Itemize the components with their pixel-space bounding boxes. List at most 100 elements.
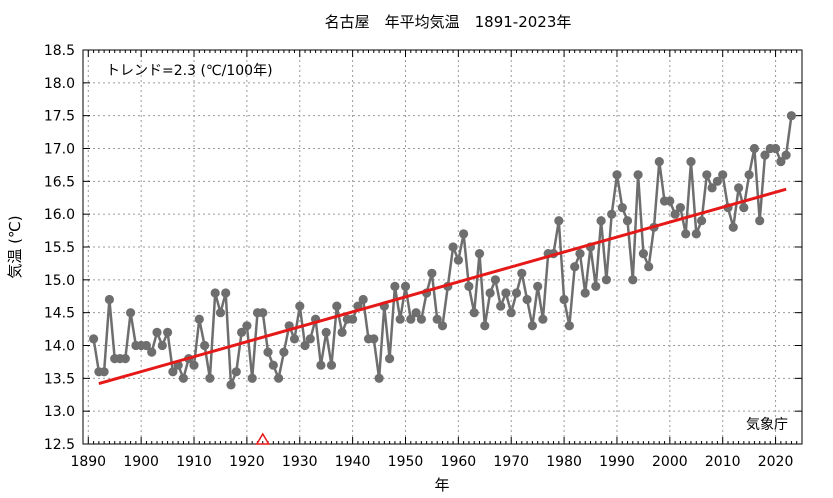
data-point [126,308,136,318]
y-tick-labels: 12.5 13.0 13.5 14.0 14.5 15.0 15.5 16.0 16.5 17.0… [44,43,75,453]
data-point [295,301,305,311]
data-point [215,308,226,318]
data-point [289,334,300,344]
data-point [437,321,448,331]
trend-label: トレンド=2.3 (℃/100年) [106,63,273,79]
data-point [776,157,786,167]
y-tick-label: 14.0 [44,339,75,355]
y-tick-label: 17.5 [44,109,75,125]
data-point [654,157,664,167]
axis-ticks [83,49,802,445]
data-point [104,294,114,305]
y-tick-label: 13.5 [44,371,75,387]
data-point [274,373,284,383]
data-point [749,143,760,154]
data-point [348,314,358,324]
data-point [622,216,633,226]
data-point [739,203,749,213]
data-point [469,308,479,318]
y-tick-label: 15.0 [44,273,75,289]
data-point [316,360,326,370]
data-point [157,340,167,351]
data-point [686,157,696,167]
data-point [279,347,289,357]
data-point [712,176,723,186]
data-point [210,288,220,298]
chart-title: 名古屋 年平均気温 1891-2023年 [325,13,572,31]
x-tick-label: 1910 [176,454,212,470]
data-point [501,288,511,298]
x-tick-label: 1920 [229,454,265,470]
x-tick-label: 1900 [123,454,159,470]
y-tick-label: 13.0 [44,404,75,420]
data-point [612,170,622,180]
data-point [99,367,109,377]
data-point [628,275,638,285]
data-point [665,196,675,206]
y-tick-label: 16.0 [44,207,75,223]
data-point [427,268,437,278]
data-point [89,334,99,344]
data-point [406,314,416,324]
data-point [258,308,268,318]
data-point [168,367,178,377]
data-point [268,360,278,370]
data-point [141,340,151,351]
data-point [786,111,797,121]
data-point [231,367,241,377]
data-point [358,294,368,305]
x-axis-label: 年 [434,476,449,494]
data-point [527,321,538,331]
data-point [120,354,130,364]
data-point [570,262,580,272]
data-point [200,340,210,351]
data-point [189,360,199,370]
data-point [596,216,606,226]
data-point [411,308,421,318]
data-point [755,216,765,226]
grid-lines [83,50,802,444]
data-point [702,170,712,180]
data-point [771,143,781,154]
data-point [147,347,157,357]
x-tick-label: 1950 [388,454,424,470]
data-point [337,327,347,337]
data-point [226,380,236,390]
data-point [559,294,569,305]
data-point [305,334,315,344]
data-point [644,262,654,272]
data-point [321,327,331,337]
y-tick-label: 18.5 [44,43,75,59]
data-point [538,314,548,324]
data-point [464,281,474,291]
data-point [681,229,691,239]
data-point [300,340,310,351]
y-tick-label: 15.5 [44,240,75,256]
data-point [237,327,247,337]
x-tick-label: 1930 [282,454,318,470]
data-point [432,314,442,324]
data-point [485,288,495,298]
data-point [178,373,188,383]
source-credit: 気象庁 [746,417,788,433]
y-tick-label: 14.5 [44,306,75,322]
y-tick-label: 18.0 [44,76,75,92]
data-point [575,249,585,259]
data-point [474,249,485,259]
data-point [781,150,791,160]
data-point [448,242,458,252]
data-point [734,183,744,193]
x-tick-label: 1960 [441,454,477,470]
data-point [400,281,411,291]
data-point [511,288,522,298]
data-point [374,373,384,383]
data-point [480,321,490,331]
data-point [326,360,337,370]
data-point [691,229,701,239]
x-tick-label: 1940 [335,454,371,470]
data-point [564,321,575,331]
data-point [675,203,686,213]
data-point [496,301,506,311]
data-point [385,354,395,364]
